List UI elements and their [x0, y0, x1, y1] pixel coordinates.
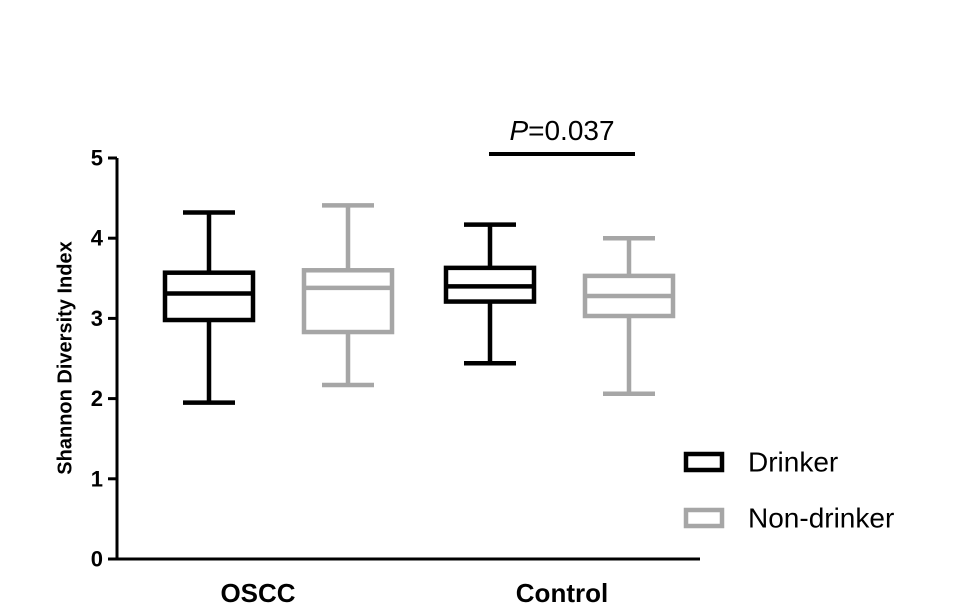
y-tick-label: 5 — [91, 146, 103, 171]
y-tick-label: 4 — [91, 226, 104, 251]
p-value: =0.037 — [528, 115, 614, 146]
legend-swatch — [683, 451, 725, 473]
category-label: Control — [516, 578, 608, 608]
box-non-drinker-control — [582, 235, 676, 397]
y-tick-label: 1 — [91, 466, 103, 491]
legend-label: Drinker — [748, 447, 838, 478]
category-labels: OSCC Control — [220, 578, 608, 608]
legend: Drinker Non-drinker — [683, 447, 894, 534]
box-drinker-control — [443, 222, 537, 366]
legend-item-drinker: Drinker — [683, 447, 838, 478]
y-tick-label: 2 — [91, 386, 103, 411]
p-value-label: P=0.037 — [509, 115, 614, 146]
legend-label: Non-drinker — [748, 503, 894, 534]
box-non-drinker-oscc — [301, 203, 395, 388]
box-drinker-oscc — [162, 210, 256, 405]
legend-swatch — [683, 507, 725, 529]
boxes-group — [162, 203, 676, 405]
y-axis-label: Shannon Diversity Index — [54, 241, 76, 474]
category-label: OSCC — [220, 578, 295, 608]
legend-item-non-drinker: Non-drinker — [683, 503, 894, 534]
box-iqr — [162, 270, 256, 323]
y-tick-label: 3 — [91, 306, 103, 331]
significance-annotation: P=0.037 — [489, 115, 635, 156]
y-axis-ticks: 0 1 2 3 4 5 — [91, 146, 117, 572]
p-label: P — [509, 115, 528, 146]
box-iqr — [301, 268, 395, 335]
y-tick-label: 0 — [91, 547, 103, 572]
